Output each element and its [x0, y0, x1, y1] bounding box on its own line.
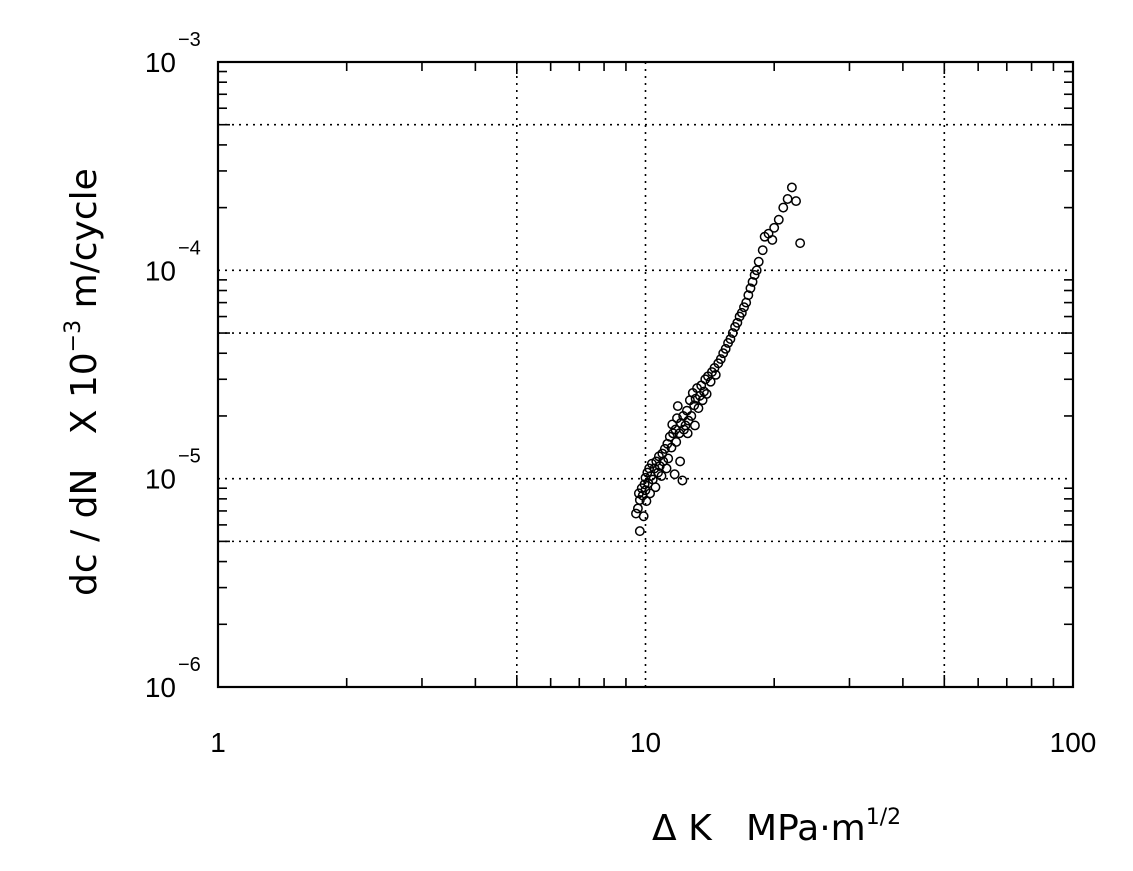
y-axis-title-sup: −3 — [61, 320, 86, 352]
data-point — [747, 276, 758, 287]
data-point — [675, 456, 686, 467]
data-point — [727, 328, 738, 338]
data-point — [732, 317, 743, 328]
data-point — [791, 196, 802, 207]
x-axis-title: Δ K MPa·m1/2 — [652, 805, 901, 849]
y-tick-label: 10 — [145, 255, 176, 286]
data-point — [736, 307, 747, 318]
data-point — [634, 526, 645, 537]
plot-frame — [216, 60, 1075, 689]
data-point — [686, 411, 697, 421]
y-axis-title-main: dc / dN X 10 — [64, 352, 105, 596]
data-point — [782, 194, 793, 204]
data-point — [700, 374, 711, 385]
data-point — [650, 482, 661, 493]
y-tick-label-exponent: −6 — [178, 654, 201, 676]
grid-layer — [218, 62, 1073, 687]
data-point — [698, 386, 709, 397]
x-tick-labels: 1 10 100 — [210, 727, 1096, 758]
y-axis-title: dc / dN X 10−3 m/cycle — [61, 168, 105, 596]
x-axis-title-main: Δ K MPa·m — [652, 808, 866, 849]
data-point — [672, 401, 683, 412]
x-tick-label: 10 — [630, 727, 661, 758]
data-point — [638, 511, 649, 522]
data-point — [677, 475, 688, 486]
data-point — [725, 334, 736, 344]
data-point — [656, 471, 667, 481]
y-tick-label-exponent: −5 — [178, 446, 201, 468]
data-point — [641, 496, 652, 507]
data-point — [769, 222, 780, 233]
data-point — [705, 376, 716, 387]
data-point — [689, 420, 700, 431]
data-point — [749, 270, 760, 280]
y-axis-title-tail: m/cycle — [64, 168, 105, 320]
data-point — [795, 238, 806, 249]
data-point — [693, 403, 704, 414]
data-point — [786, 182, 797, 193]
data-point — [739, 302, 749, 313]
data-point — [757, 245, 768, 256]
data-point — [753, 256, 764, 267]
data-point — [664, 431, 675, 442]
data-point — [663, 453, 674, 464]
data-point — [743, 290, 754, 301]
data-point — [640, 472, 651, 483]
data-point — [671, 437, 682, 447]
data-point — [778, 202, 789, 213]
y-tick-label-exponent: −4 — [178, 237, 201, 259]
x-tick-label: 1 — [210, 727, 226, 758]
data-point — [701, 389, 712, 399]
data-point — [669, 469, 680, 480]
x-axis-title-sup: 1/2 — [866, 805, 901, 830]
data-point — [661, 463, 672, 474]
x-tick-label: 100 — [1050, 727, 1097, 758]
data-point — [767, 234, 778, 245]
tick-layer — [218, 62, 1073, 687]
data-point — [659, 443, 670, 454]
data-point — [745, 283, 756, 294]
y-tick-label: 10 — [145, 464, 176, 495]
y-tick-label-exponent: −3 — [178, 29, 201, 51]
data-point — [710, 369, 721, 380]
data-points — [631, 182, 806, 537]
data-point — [666, 442, 677, 453]
data-point — [720, 343, 731, 354]
y-tick-label: 10 — [145, 47, 176, 78]
data-point — [682, 428, 693, 439]
y-tick-labels: 10−310−410−510−6 — [145, 29, 201, 703]
data-point — [715, 354, 726, 365]
data-point — [645, 488, 656, 499]
y-tick-label: 10 — [145, 672, 176, 703]
data-point — [632, 503, 643, 514]
data-point — [773, 214, 784, 225]
